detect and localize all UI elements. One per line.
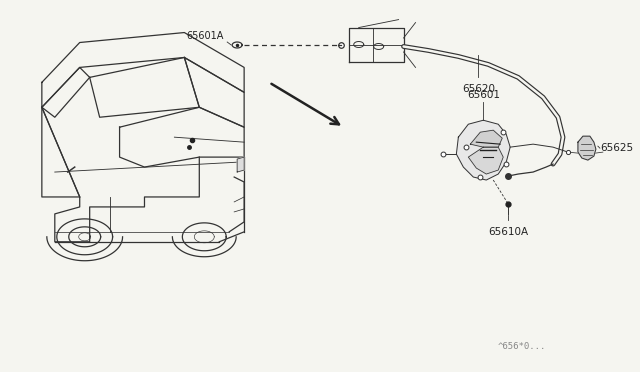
Text: 65625: 65625 <box>600 143 633 153</box>
Text: ^656*0...: ^656*0... <box>497 342 546 351</box>
Polygon shape <box>578 136 596 160</box>
Polygon shape <box>237 157 244 172</box>
Text: 65610A: 65610A <box>488 227 528 237</box>
Polygon shape <box>470 130 502 147</box>
Polygon shape <box>456 120 510 180</box>
Text: 65601: 65601 <box>467 90 500 100</box>
Text: 65620: 65620 <box>462 84 495 94</box>
Polygon shape <box>468 147 503 174</box>
Text: 65601A: 65601A <box>187 31 224 41</box>
